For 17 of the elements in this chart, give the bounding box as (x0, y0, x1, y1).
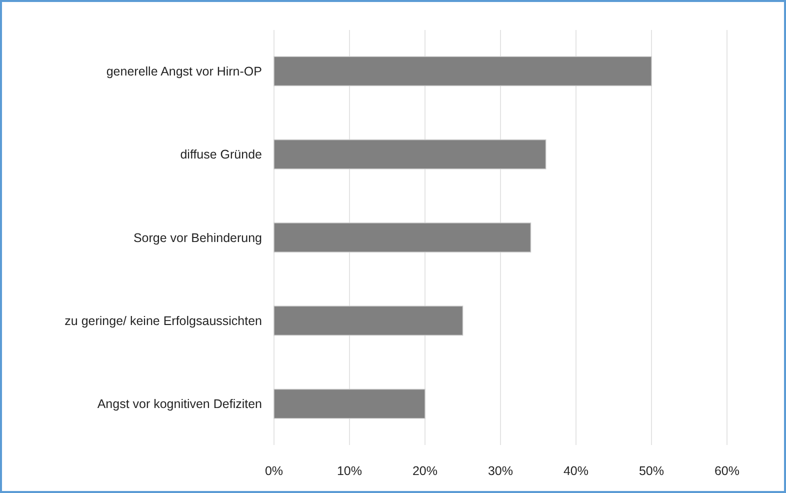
bar (274, 56, 652, 86)
x-tick-label: 0% (264, 464, 284, 478)
y-tick-label: Angst vor kognitiven Defiziten (97, 397, 262, 412)
x-tick-label: 60% (714, 464, 740, 478)
x-tick-label: 10% (336, 464, 362, 478)
y-tick-label: Sorge vor Behinderung (133, 230, 262, 245)
y-tick-label: diffuse Gründe (180, 148, 262, 162)
bar (274, 139, 546, 170)
y-tick-label: zu geringe/ keine Erfolgsaussichten (64, 314, 262, 328)
y-tick-label: generelle Angst vor Hirn-OP (106, 64, 262, 79)
x-tick-label: 50% (638, 464, 664, 478)
bar (274, 222, 532, 252)
x-tick-label: 40% (563, 464, 589, 478)
x-tick-label: 30% (488, 464, 514, 478)
bar (274, 306, 464, 336)
x-tick-label: 20% (412, 464, 438, 478)
bar (274, 388, 426, 419)
